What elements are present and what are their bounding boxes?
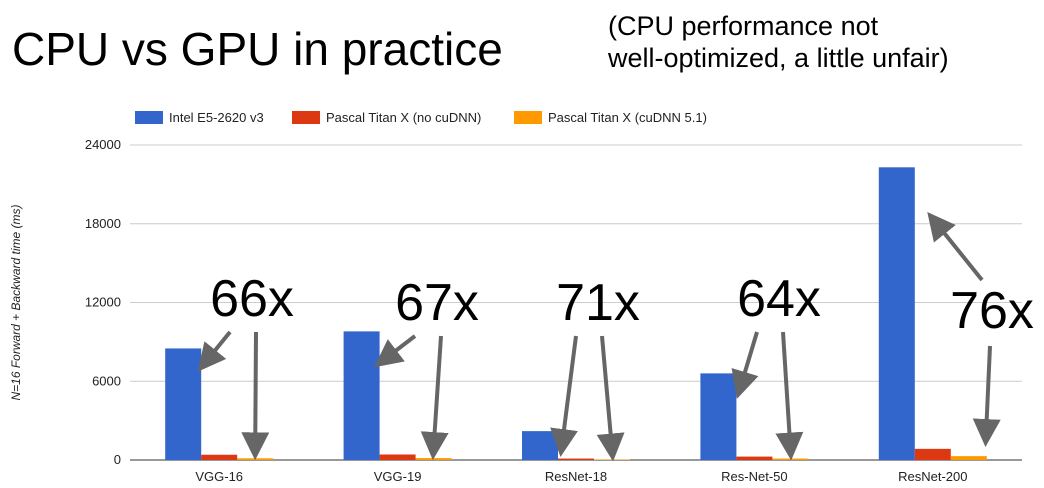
bar-res-net-50-series-1 [700, 373, 737, 460]
slide-note: (CPU performance not well-optimized, a l… [608, 10, 949, 74]
x-tick-label: ResNet-200 [898, 469, 967, 484]
arrow-to-cpu-bar [550, 335, 578, 458]
x-tick-label: VGG-19 [374, 469, 422, 484]
bar-vgg-16-series-1 [165, 348, 202, 460]
y-tick-label: 6000 [92, 373, 121, 388]
legend-label: Pascal Titan X (no cuDNN) [326, 110, 481, 125]
arrow-to-gpu-bar [420, 335, 449, 461]
y-tick-label: 0 [114, 452, 121, 467]
speedup-label: 71x [556, 274, 640, 332]
speedup-label: 66x [210, 270, 294, 328]
slide-note-line-1: (CPU performance not [608, 11, 879, 41]
y-axis-label: N=16 Forward + Backward time (ms) [9, 204, 23, 400]
speedup-label: 76x [950, 282, 1034, 340]
gridlines [130, 144, 1022, 461]
speedup-annotations: 66x 67x 71x 64x 76x [197, 211, 1034, 462]
bar-resnet-200-series-3 [950, 456, 987, 460]
y-tick-label: 18000 [85, 216, 121, 231]
arrow-to-cpu-bar [374, 334, 417, 368]
arrow-to-cpu-bar [731, 331, 759, 399]
arrow-to-gpu-bar [241, 331, 270, 461]
bar-vgg-16-series-2 [201, 454, 238, 460]
arrow-to-gpu-bar [972, 345, 1001, 448]
legend-label: Pascal Titan X (cuDNN 5.1) [548, 110, 707, 125]
bar-res-net-50-series-2 [736, 456, 773, 460]
bar-vgg-16-series-3 [237, 458, 274, 460]
bar-res-net-50-series-3 [772, 458, 809, 460]
bar-vgg-19-series-2 [379, 454, 416, 460]
legend-label: Intel E5-2620 v3 [169, 110, 264, 125]
arrow-to-cpu-bar [197, 330, 232, 372]
slide-note-line-2: well-optimized, a little unfair) [608, 43, 949, 73]
speedup-label: 64x [737, 270, 821, 328]
x-tick-label: VGG-16 [195, 469, 243, 484]
bar-vgg-19-series-3 [415, 458, 452, 460]
speedup-label: 67x [395, 274, 479, 332]
slide-title: CPU vs GPU in practice [12, 23, 503, 75]
bar-resnet-18-series-1 [522, 431, 558, 460]
legend-swatch [135, 111, 163, 124]
legend-swatch [514, 111, 542, 124]
arrow-to-cpu-bar [927, 211, 984, 282]
x-tick-label: Res-Net-50 [721, 469, 787, 484]
chart-legend: Intel E5-2620 v3 Pascal Titan X (no cuDNN… [135, 110, 707, 125]
y-tick-label: 12000 [85, 295, 121, 310]
y-tick-label: 24000 [85, 137, 121, 152]
arrow-to-gpu-bar [596, 335, 625, 462]
arrow-to-gpu-bar [775, 331, 804, 461]
bar-vgg-19-series-1 [343, 331, 380, 460]
bar-resnet-200-series-2 [914, 448, 951, 460]
bar-resnet-18-series-2 [558, 458, 594, 460]
x-tick-label: ResNet-18 [545, 469, 607, 484]
y-axis: 0 6000 12000 18000 24000 [85, 137, 121, 467]
bar-resnet-200-series-1 [878, 167, 915, 460]
x-axis: VGG-16 VGG-19 ResNet-18 Res-Net-50 ResNet-20… [195, 469, 967, 484]
legend-swatch [292, 111, 320, 124]
